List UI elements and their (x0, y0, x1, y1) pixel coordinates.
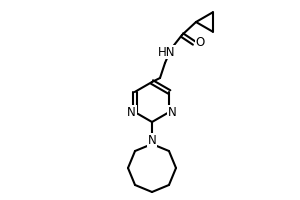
Text: N: N (168, 106, 177, 118)
Text: HN: HN (158, 46, 176, 58)
Text: O: O (195, 36, 205, 49)
Text: N: N (148, 134, 156, 146)
Text: N: N (127, 106, 136, 118)
